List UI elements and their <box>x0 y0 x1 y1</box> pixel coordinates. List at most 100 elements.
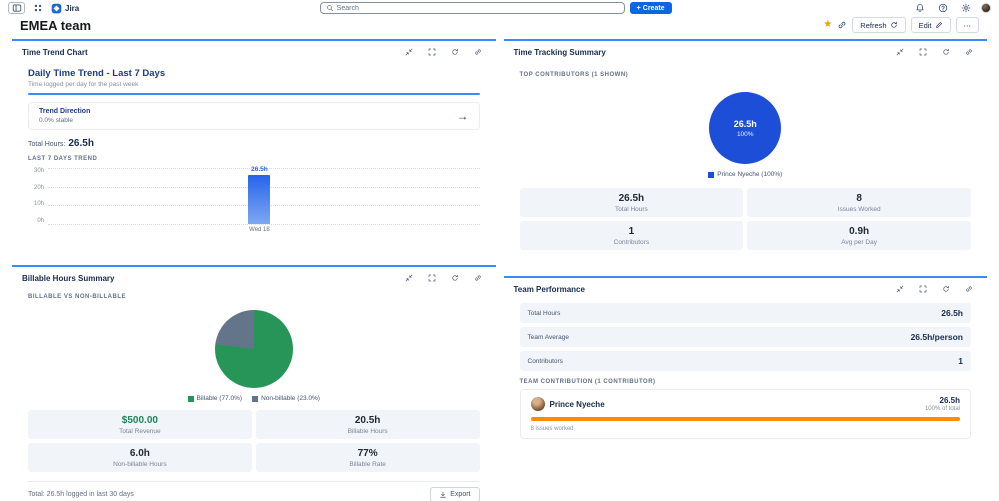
share-link-icon[interactable] <box>837 20 847 30</box>
legend-item-billable: Billable (77.0%) <box>187 395 242 402</box>
stat-billable-rate: 77% Billable Rate <box>255 443 480 472</box>
refresh-icon <box>890 21 898 29</box>
collapse-icon[interactable] <box>892 283 908 295</box>
dashboard-left-column: Time Trend Chart Daily Time Trend - Last… <box>12 39 496 501</box>
fullscreen-icon[interactable] <box>424 46 440 58</box>
gadget-title: Team Performance <box>513 284 585 294</box>
download-icon <box>439 491 447 499</box>
more-options-button[interactable]: ⋯ <box>955 17 979 33</box>
x-axis: Wed 18 <box>48 224 480 234</box>
stat-total-hours: 26.5h Total Hours <box>519 188 744 217</box>
refresh-icon[interactable] <box>938 46 954 58</box>
row-contributors: Contributors 1 <box>519 351 971 371</box>
search-box[interactable] <box>319 2 625 14</box>
row-total-hours: Total Hours 26.5h <box>519 303 971 323</box>
legend-swatch <box>708 171 715 178</box>
jira-brand[interactable]: Jira <box>51 3 79 14</box>
edit-button[interactable]: Edit <box>910 17 951 33</box>
stat-avg-per-day: 0.9h Avg per Day <box>747 221 971 250</box>
footer-total-text: Total: 26.5h logged in last 30 days <box>28 491 134 498</box>
stat-total-revenue: $500.00 Total Revenue <box>28 410 252 439</box>
legend-item-non-billable: Non-billable (23.0%) <box>252 395 320 402</box>
gadget-body: Daily Time Trend - Last 7 Days Time logg… <box>12 68 496 234</box>
contribution-progress-bar <box>530 417 960 421</box>
gadget-controls <box>892 46 977 58</box>
sidebar-toggle-button[interactable] <box>8 2 25 14</box>
topbar-left: Jira <box>8 2 79 14</box>
topbar: Jira + Create <box>0 0 999 16</box>
contributor-name: Prince Nyeche <box>549 399 605 409</box>
total-hours-line: Total Hours: 26.5h <box>28 138 94 149</box>
stat-billable-hours: 20.5h Billable Hours <box>255 410 480 439</box>
contributor-hours: 26.5h <box>939 396 960 405</box>
link-icon[interactable] <box>961 283 977 295</box>
collapse-icon[interactable] <box>401 46 417 58</box>
contributor-card[interactable]: Prince Nyeche 26.5h 100% of total 8 issu… <box>519 389 971 439</box>
app-switcher-button[interactable] <box>30 2 46 14</box>
legend-item-contributor: Prince Nyeche (100%) <box>708 171 782 178</box>
section-label: TOP CONTRIBUTORS (1 SHOWN) <box>519 72 629 78</box>
page-header: EMEA team ★ Refresh Edit ⋯ <box>0 16 999 37</box>
refresh-button[interactable]: Refresh <box>852 17 906 33</box>
notifications-bell-icon[interactable] <box>912 2 928 14</box>
gadget-header: Billable Hours Summary <box>12 267 496 288</box>
refresh-icon[interactable] <box>447 272 463 284</box>
gadget-billable-hours: Billable Hours Summary BILLABLE VS NON-B… <box>12 265 496 501</box>
user-avatar[interactable] <box>981 3 991 13</box>
billable-stats-grid: $500.00 Total Revenue 20.5h Billable Hou… <box>28 410 480 472</box>
bar-value-label: 26.5h <box>251 165 268 173</box>
export-button[interactable]: Export <box>430 487 480 501</box>
billable-pie-chart[interactable] <box>214 310 293 388</box>
favorite-star-icon[interactable]: ★ <box>823 19 833 30</box>
y-axis: 30h 20h 10h 0h <box>33 168 44 224</box>
fullscreen-icon[interactable] <box>424 272 440 284</box>
gadget-body: Total Hours 26.5h Team Average 26.5h/per… <box>504 303 988 439</box>
gadget-title: Time Trend Chart <box>22 47 88 57</box>
refresh-icon[interactable] <box>447 46 463 58</box>
gadget-controls <box>892 283 977 295</box>
gadget-header: Time Tracking Summary <box>504 41 988 62</box>
search-icon <box>326 4 334 12</box>
link-icon[interactable] <box>470 272 486 284</box>
gadget-body: BILLABLE VS NON-BILLABLE Billable (77.0%… <box>12 294 496 501</box>
pie-center-hours: 26.5h <box>733 118 757 129</box>
app-name: Jira <box>65 3 80 13</box>
trend-direction-card[interactable]: Trend Direction 0.0% stable → <box>28 102 480 130</box>
stat-issues-worked: 8 Issues Worked <box>747 188 971 217</box>
fullscreen-icon[interactable] <box>915 46 931 58</box>
search-input[interactable] <box>336 4 619 12</box>
contributors-pie-chart[interactable]: 26.5h 100% <box>709 92 782 164</box>
trend-bar[interactable] <box>248 174 271 224</box>
gadget-time-trend-chart: Time Trend Chart Daily Time Trend - Last… <box>12 39 496 259</box>
dashboard-right-column: Time Tracking Summary TOP CONTRIBUTORS (… <box>503 39 988 501</box>
fullscreen-icon[interactable] <box>915 283 931 295</box>
stat-contributors: 1 Contributors <box>519 221 744 250</box>
gadget-controls <box>401 272 486 284</box>
billable-footer: Total: 26.5h logged in last 30 days Expo… <box>28 481 480 501</box>
help-icon[interactable] <box>935 2 951 14</box>
link-icon[interactable] <box>961 46 977 58</box>
trend-direction-label: Trend Direction <box>39 108 91 115</box>
collapse-icon[interactable] <box>401 272 417 284</box>
collapse-icon[interactable] <box>892 46 908 58</box>
create-button[interactable]: + Create <box>629 2 672 14</box>
section-label: BILLABLE VS NON-BILLABLE <box>28 294 126 300</box>
stat-non-billable-hours: 6.0h Non-billable Hours <box>28 443 252 472</box>
legend-swatch <box>187 395 194 402</box>
gadget-title: Billable Hours Summary <box>22 273 115 283</box>
x-tick-label: Wed 18 <box>249 227 270 233</box>
refresh-icon[interactable] <box>938 283 954 295</box>
pie-center-percent: 100% <box>736 130 754 138</box>
gadget-time-tracking-summary: Time Tracking Summary TOP CONTRIBUTORS (… <box>503 39 988 270</box>
gadget-controls <box>401 46 486 58</box>
pie-legend: Prince Nyeche (100%) <box>520 171 972 178</box>
trend-direction-value: 0.0% stable <box>39 117 73 124</box>
legend-swatch <box>252 395 259 402</box>
topbar-right <box>912 2 991 14</box>
settings-gear-icon[interactable] <box>958 2 974 14</box>
gadget-title: Time Tracking Summary <box>513 47 606 57</box>
pencil-icon <box>935 21 943 29</box>
accent-rule <box>28 93 480 95</box>
link-icon[interactable] <box>470 46 486 58</box>
